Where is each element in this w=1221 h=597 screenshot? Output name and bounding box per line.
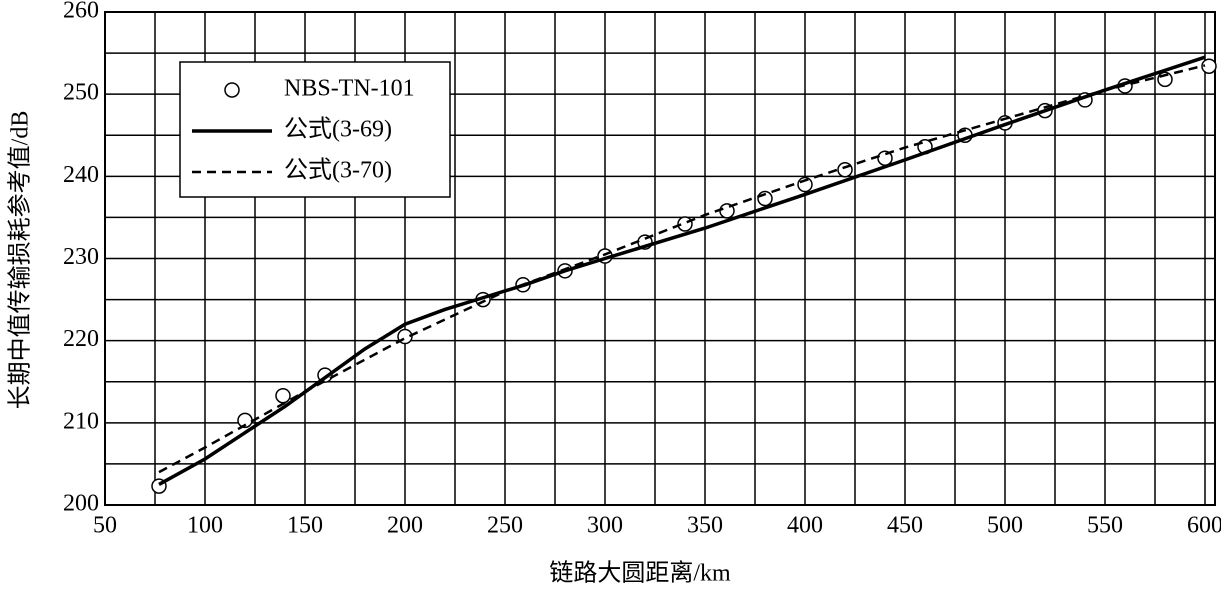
series-line xyxy=(158,64,1206,474)
y-tick-label: 230 xyxy=(63,244,99,270)
data-point xyxy=(275,387,291,404)
legend-label: 公式(3-69) xyxy=(284,116,392,143)
data-point xyxy=(1201,58,1217,74)
x-axis-label: 链路大圆距离/km xyxy=(549,560,731,587)
y-tick-label: 220 xyxy=(63,326,99,352)
x-tick-label: 450 xyxy=(887,513,923,539)
x-tick-label: 600 xyxy=(1187,513,1221,539)
x-tick-label: 100 xyxy=(187,513,223,539)
y-tick-label: 260 xyxy=(63,0,99,24)
x-tick-label: 400 xyxy=(787,513,823,539)
y-tick-label: 200 xyxy=(63,491,99,517)
y-tick-label: 210 xyxy=(63,408,99,434)
x-tick-label: 50 xyxy=(93,513,117,539)
y-axis-label: 长期中值传输损耗参考值/dB xyxy=(7,111,34,410)
x-tick-label: 250 xyxy=(487,513,523,539)
plot-frame xyxy=(104,11,1216,506)
legend-marker xyxy=(224,82,240,98)
x-tick-label: 550 xyxy=(1087,513,1123,539)
y-tick-label: 240 xyxy=(63,162,99,188)
legend-label: NBS-TN-101 xyxy=(284,76,415,102)
x-tick-label: 350 xyxy=(687,513,723,539)
legend-label: 公式(3-70) xyxy=(284,157,392,184)
legend: NBS-TN-101 公式(3-69) 公式(3-70) xyxy=(179,61,451,198)
y-tick-label: 250 xyxy=(63,80,99,106)
x-tick-label: 150 xyxy=(287,513,323,539)
x-tick-label: 500 xyxy=(987,513,1023,539)
x-tick-label: 200 xyxy=(387,513,423,539)
x-tick-label: 300 xyxy=(587,513,623,539)
